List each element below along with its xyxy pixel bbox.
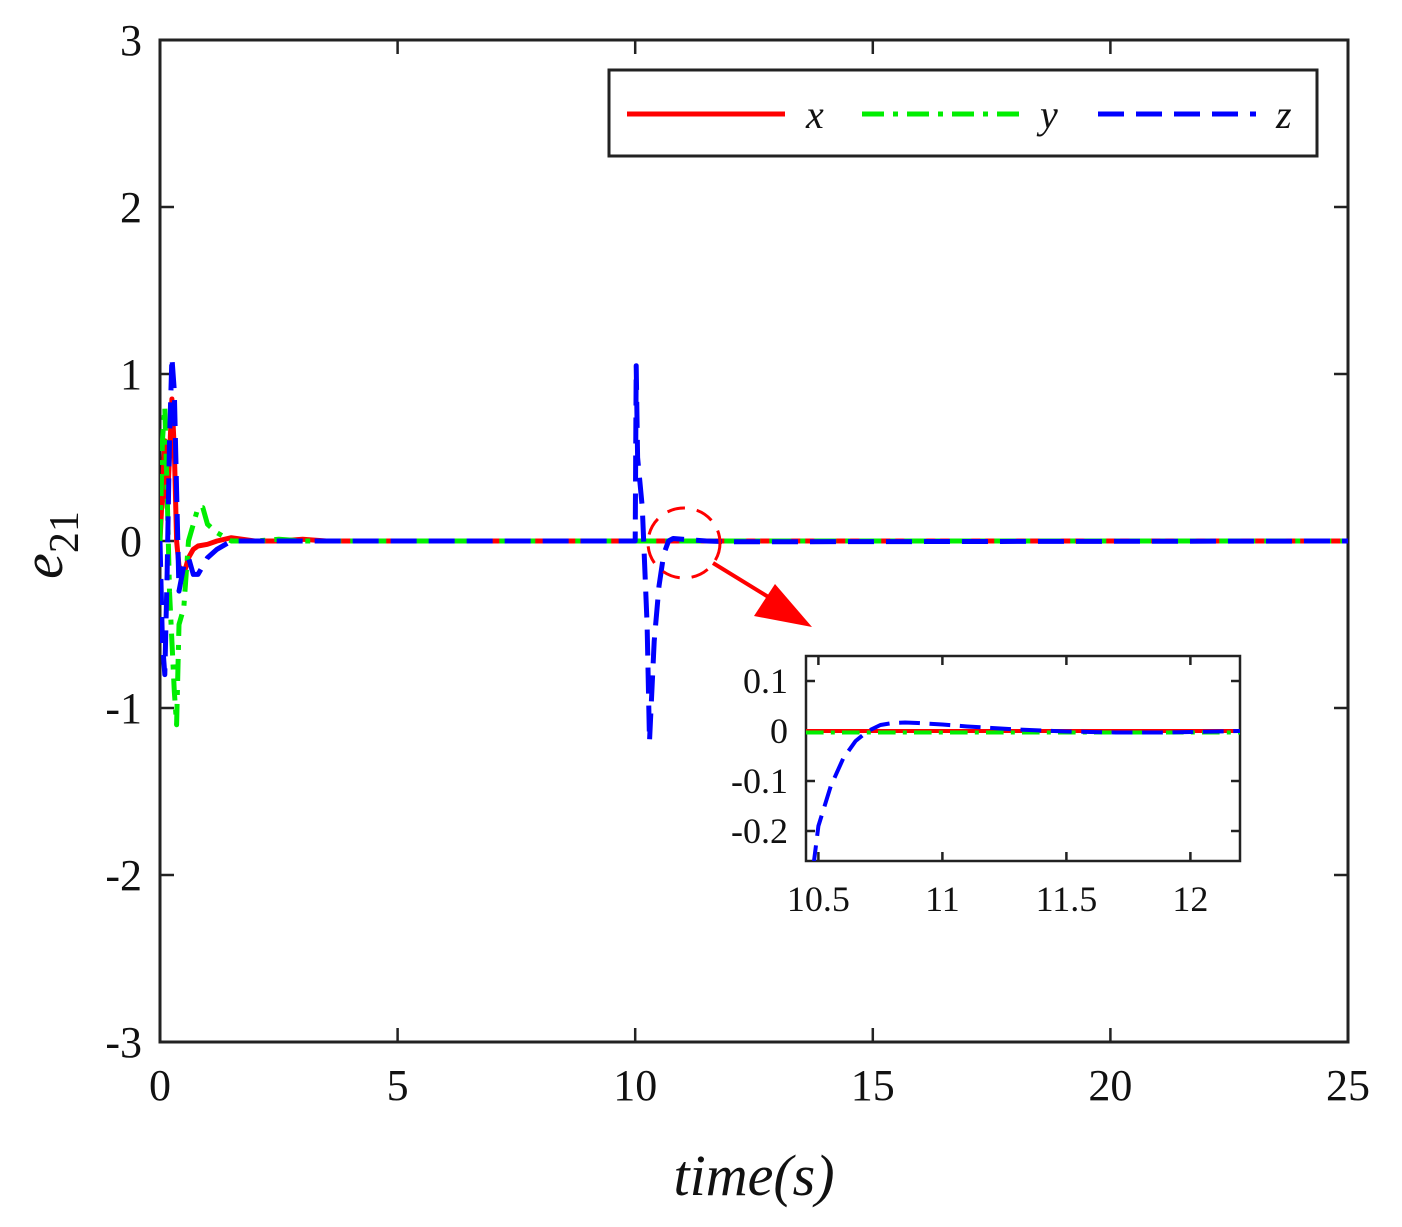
y-axis-label-base: e bbox=[10, 553, 75, 579]
main-x-tick-label: 0 bbox=[149, 1061, 171, 1110]
main-series-group bbox=[160, 354, 1348, 744]
inset-x-tick-label: 11 bbox=[925, 879, 960, 919]
zoom-arrow-shaft bbox=[711, 561, 772, 600]
inset-y-tick-label: -0.2 bbox=[731, 811, 788, 851]
main-y-tick-label: -1 bbox=[105, 684, 142, 733]
inset-y-tick-label: 0 bbox=[770, 711, 788, 751]
main-y-tick-label: 3 bbox=[120, 16, 142, 65]
y-axis-label-sub: 21 bbox=[42, 511, 88, 553]
legend-label-z: z bbox=[1275, 92, 1292, 137]
inset-axis-ticks: 10.5 11 11.5 12 0.1 0 -0.1 -0.2 bbox=[731, 656, 1240, 919]
main-y-tick-label: 1 bbox=[120, 350, 142, 399]
main-y-tick-label: 2 bbox=[120, 183, 142, 232]
main-y-tick-label: 0 bbox=[120, 517, 142, 566]
inset-series-z-line bbox=[812, 720, 1240, 861]
y-axis-label: e21 bbox=[10, 511, 88, 579]
main-series-y-line bbox=[160, 404, 1348, 728]
main-x-tick-label: 15 bbox=[851, 1061, 895, 1110]
main-x-tick-label: 20 bbox=[1088, 1061, 1132, 1110]
main-x-tick-label: 5 bbox=[387, 1061, 409, 1110]
main-x-tick-label: 10 bbox=[613, 1061, 657, 1110]
x-axis-label: time(s) bbox=[673, 1143, 834, 1208]
inset-plot-frame bbox=[804, 654, 1242, 863]
main-x-tick-label: 25 bbox=[1326, 1061, 1370, 1110]
main-y-tick-label: -2 bbox=[105, 851, 142, 900]
inset-x-tick-label: 12 bbox=[1172, 879, 1208, 919]
legend-label-y: y bbox=[1036, 92, 1058, 137]
zoom-circle bbox=[646, 506, 722, 580]
inset-x-tick-label: 11.5 bbox=[1036, 879, 1098, 919]
main-series-z-line bbox=[160, 354, 1348, 744]
inset-x-tick-label: 10.5 bbox=[787, 879, 850, 919]
inset-y-tick-label: 0.1 bbox=[743, 661, 788, 701]
inset-y-tick-label: -0.1 bbox=[731, 761, 788, 801]
legend-label-x: x bbox=[805, 92, 824, 137]
inset-series-group bbox=[806, 720, 1240, 861]
main-y-tick-label: -3 bbox=[105, 1018, 142, 1067]
zoom-arrow-head bbox=[754, 584, 812, 627]
